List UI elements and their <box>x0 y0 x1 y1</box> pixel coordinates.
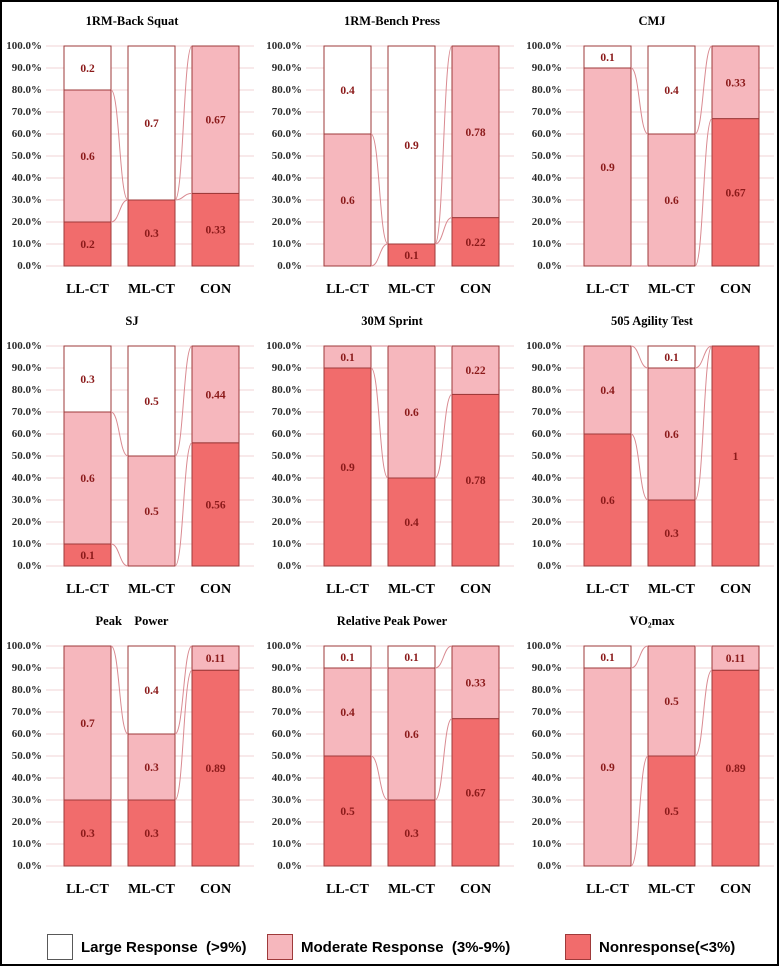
svg-text:0.6: 0.6 <box>340 195 355 207</box>
svg-text:0.4: 0.4 <box>600 385 615 397</box>
svg-text:0.1: 0.1 <box>340 352 355 364</box>
svg-text:0.56: 0.56 <box>205 499 225 511</box>
svg-text:0.33: 0.33 <box>205 225 225 237</box>
svg-text:0.33: 0.33 <box>725 77 745 89</box>
svg-text:0.1: 0.1 <box>404 250 419 262</box>
svg-text:0.6: 0.6 <box>80 473 95 485</box>
svg-text:0.3: 0.3 <box>80 828 95 840</box>
svg-text:0.1: 0.1 <box>600 52 615 64</box>
svg-text:0.4: 0.4 <box>340 707 355 719</box>
svg-text:0.5: 0.5 <box>340 806 355 818</box>
svg-text:0.67: 0.67 <box>205 115 225 127</box>
svg-text:0.3: 0.3 <box>664 528 679 540</box>
svg-text:0.5: 0.5 <box>664 806 679 818</box>
svg-text:0.11: 0.11 <box>726 653 746 665</box>
svg-text:0.2: 0.2 <box>80 239 95 251</box>
svg-text:0.44: 0.44 <box>205 389 225 401</box>
svg-text:0.89: 0.89 <box>725 763 745 775</box>
svg-text:0.5: 0.5 <box>144 396 159 408</box>
svg-text:0.9: 0.9 <box>340 462 355 474</box>
svg-text:0.3: 0.3 <box>80 374 95 386</box>
svg-text:0.9: 0.9 <box>600 162 615 174</box>
svg-text:0.22: 0.22 <box>465 365 485 377</box>
svg-text:0.4: 0.4 <box>404 517 419 529</box>
svg-text:0.5: 0.5 <box>144 506 159 518</box>
svg-text:1: 1 <box>733 451 739 463</box>
svg-text:0.4: 0.4 <box>340 85 355 97</box>
svg-text:0.6: 0.6 <box>664 195 679 207</box>
svg-text:0.1: 0.1 <box>340 652 355 664</box>
svg-text:0.7: 0.7 <box>144 118 159 130</box>
svg-text:0.3: 0.3 <box>144 762 159 774</box>
svg-text:0.67: 0.67 <box>725 187 745 199</box>
svg-text:0.78: 0.78 <box>465 127 485 139</box>
svg-text:0.6: 0.6 <box>80 151 95 163</box>
svg-text:0.22: 0.22 <box>465 237 485 249</box>
svg-text:0.3: 0.3 <box>404 828 419 840</box>
svg-text:0.1: 0.1 <box>80 550 95 562</box>
svg-text:0.9: 0.9 <box>404 140 419 152</box>
svg-text:0.2: 0.2 <box>80 63 95 75</box>
svg-text:0.6: 0.6 <box>404 729 419 741</box>
svg-text:0.5: 0.5 <box>664 696 679 708</box>
svg-text:0.4: 0.4 <box>664 85 679 97</box>
svg-text:0.6: 0.6 <box>600 495 615 507</box>
svg-text:0.7: 0.7 <box>80 718 95 730</box>
svg-text:0.3: 0.3 <box>144 828 159 840</box>
svg-text:0.6: 0.6 <box>664 429 679 441</box>
svg-text:0.1: 0.1 <box>404 652 419 664</box>
svg-text:0.89: 0.89 <box>205 763 225 775</box>
svg-text:0.11: 0.11 <box>206 653 226 665</box>
svg-text:0.78: 0.78 <box>465 475 485 487</box>
svg-text:0.4: 0.4 <box>144 685 159 697</box>
svg-text:0.33: 0.33 <box>465 677 485 689</box>
svg-text:0.1: 0.1 <box>664 352 679 364</box>
svg-text:0.1: 0.1 <box>600 652 615 664</box>
svg-text:0.67: 0.67 <box>465 787 485 799</box>
svg-text:0.9: 0.9 <box>600 762 615 774</box>
svg-text:0.6: 0.6 <box>404 407 419 419</box>
svg-text:0.3: 0.3 <box>144 228 159 240</box>
